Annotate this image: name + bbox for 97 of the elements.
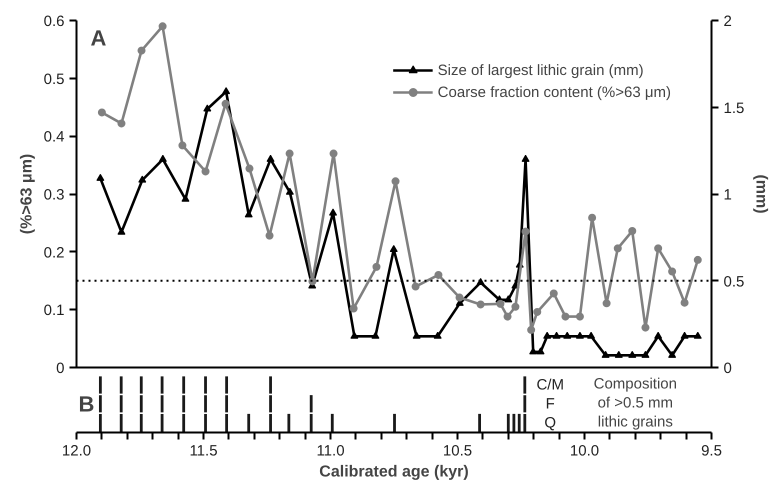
point bbox=[434, 332, 442, 339]
point bbox=[504, 295, 512, 302]
point bbox=[117, 119, 126, 128]
point bbox=[96, 174, 104, 181]
annotation: Composition of >0.5 mm lithic grains bbox=[594, 376, 677, 431]
point bbox=[412, 282, 420, 291]
point bbox=[286, 188, 294, 195]
x-tick-label: 11.0 bbox=[316, 442, 345, 460]
point bbox=[602, 350, 610, 358]
point bbox=[694, 256, 702, 264]
point bbox=[178, 141, 186, 150]
point bbox=[602, 299, 611, 308]
y-tick-label: 0.2 bbox=[44, 244, 65, 262]
y2-tick-label: 1.5 bbox=[724, 100, 744, 117]
point bbox=[654, 244, 662, 252]
y2-tick-label: 1 bbox=[724, 186, 732, 204]
point bbox=[561, 312, 570, 321]
point bbox=[158, 154, 167, 162]
series-label: F bbox=[546, 395, 555, 412]
point bbox=[654, 332, 662, 339]
point bbox=[222, 87, 230, 94]
point bbox=[641, 324, 650, 332]
point bbox=[434, 270, 442, 279]
point bbox=[522, 228, 530, 236]
legend-label: Size of largest lithic grain (mm) bbox=[438, 62, 644, 78]
y-tick-label: 0 bbox=[56, 360, 64, 377]
y2-axis-title: (mm) bbox=[752, 174, 770, 214]
point bbox=[641, 350, 650, 358]
point bbox=[563, 332, 572, 339]
point bbox=[668, 268, 676, 276]
point bbox=[158, 22, 167, 30]
point bbox=[266, 232, 274, 240]
point bbox=[350, 304, 358, 313]
point bbox=[390, 244, 398, 252]
y2-tick-label: 0.5 bbox=[724, 273, 744, 290]
point bbox=[588, 214, 596, 222]
point bbox=[533, 308, 542, 316]
point bbox=[117, 228, 126, 235]
point bbox=[138, 46, 146, 55]
point bbox=[504, 312, 512, 321]
point bbox=[371, 332, 380, 339]
annotation: A bbox=[90, 26, 106, 50]
point bbox=[550, 289, 558, 298]
series-label: Q bbox=[544, 414, 556, 432]
point bbox=[245, 164, 254, 173]
point bbox=[694, 332, 702, 339]
point bbox=[266, 154, 275, 162]
point bbox=[329, 208, 338, 216]
point bbox=[552, 332, 561, 339]
point bbox=[680, 298, 689, 307]
y-tick-label: 0.1 bbox=[44, 302, 65, 320]
point bbox=[98, 108, 106, 116]
point bbox=[476, 300, 485, 308]
point bbox=[668, 350, 676, 358]
point bbox=[543, 332, 552, 339]
y-tick-label: 0.3 bbox=[44, 186, 65, 204]
point bbox=[456, 294, 464, 302]
legend-label: Coarse fraction content (%>63 μm) bbox=[438, 84, 671, 100]
point bbox=[412, 332, 421, 339]
annotation: B bbox=[78, 392, 94, 417]
y-tick-label: 0.5 bbox=[44, 70, 65, 88]
point bbox=[527, 326, 536, 334]
series-label: C/M bbox=[536, 376, 564, 394]
point bbox=[628, 227, 636, 236]
x-tick-label: 11.5 bbox=[189, 442, 218, 460]
point bbox=[138, 176, 146, 183]
point bbox=[476, 278, 485, 286]
point bbox=[203, 104, 212, 112]
point bbox=[587, 332, 596, 339]
point bbox=[202, 167, 210, 176]
point bbox=[576, 332, 584, 339]
point bbox=[350, 332, 358, 339]
point bbox=[536, 347, 545, 354]
x-tick-label: 10.0 bbox=[570, 442, 600, 460]
point bbox=[680, 332, 689, 339]
y2-tick-label: 0 bbox=[724, 360, 732, 377]
x-tick-label: 10.5 bbox=[442, 442, 472, 460]
point bbox=[330, 150, 338, 158]
point bbox=[392, 177, 400, 186]
point bbox=[628, 350, 636, 358]
y-tick-label: 0.6 bbox=[44, 13, 65, 30]
x-axis-title: Calibrated age (kyr) bbox=[319, 464, 469, 480]
point bbox=[576, 312, 584, 321]
y-tick-label: 0.4 bbox=[44, 128, 65, 146]
x-tick-label: 9.5 bbox=[701, 442, 722, 460]
point bbox=[614, 244, 622, 252]
y2-tick-label: 2 bbox=[724, 13, 732, 30]
point bbox=[614, 350, 623, 358]
point bbox=[522, 154, 530, 162]
point bbox=[372, 262, 380, 271]
point bbox=[181, 194, 190, 202]
y-axis-title: (%>63 μm) bbox=[18, 154, 36, 234]
point bbox=[511, 302, 520, 311]
point bbox=[496, 300, 504, 308]
point bbox=[222, 100, 230, 108]
x-tick-label: 12.0 bbox=[62, 442, 92, 460]
point bbox=[286, 150, 294, 158]
